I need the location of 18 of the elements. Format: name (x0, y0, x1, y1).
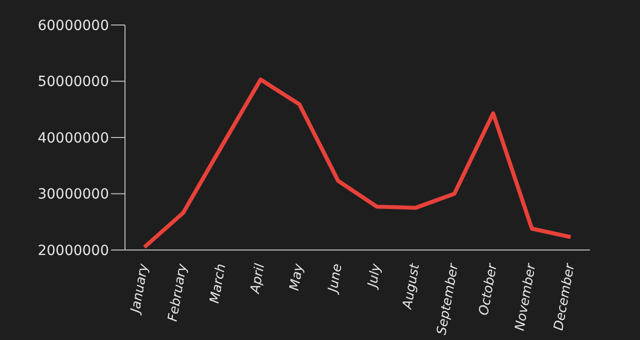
x-tick-label: July (364, 262, 384, 292)
x-tick-label: August (400, 262, 424, 312)
x-tick-label: May (287, 262, 307, 292)
x-tick-label: April (248, 262, 268, 296)
x-tick-label: September (434, 261, 462, 336)
x-tick-label: October (476, 261, 501, 317)
y-tick-label: 60000000 (38, 18, 109, 34)
y-tick-label: 50000000 (38, 74, 109, 90)
y-tick-label: 20000000 (38, 242, 109, 259)
y-tick-label: 40000000 (38, 130, 109, 146)
x-tick-label: December (552, 261, 578, 332)
y-tick-label: 30000000 (38, 186, 109, 203)
line-series (142, 78, 573, 250)
x-tick-label: February (166, 262, 191, 323)
x-tick-label: March (208, 262, 230, 305)
x-tick-label: January (128, 262, 152, 317)
x-tick-label: November (512, 261, 540, 332)
x-tick-label: June (325, 262, 346, 296)
